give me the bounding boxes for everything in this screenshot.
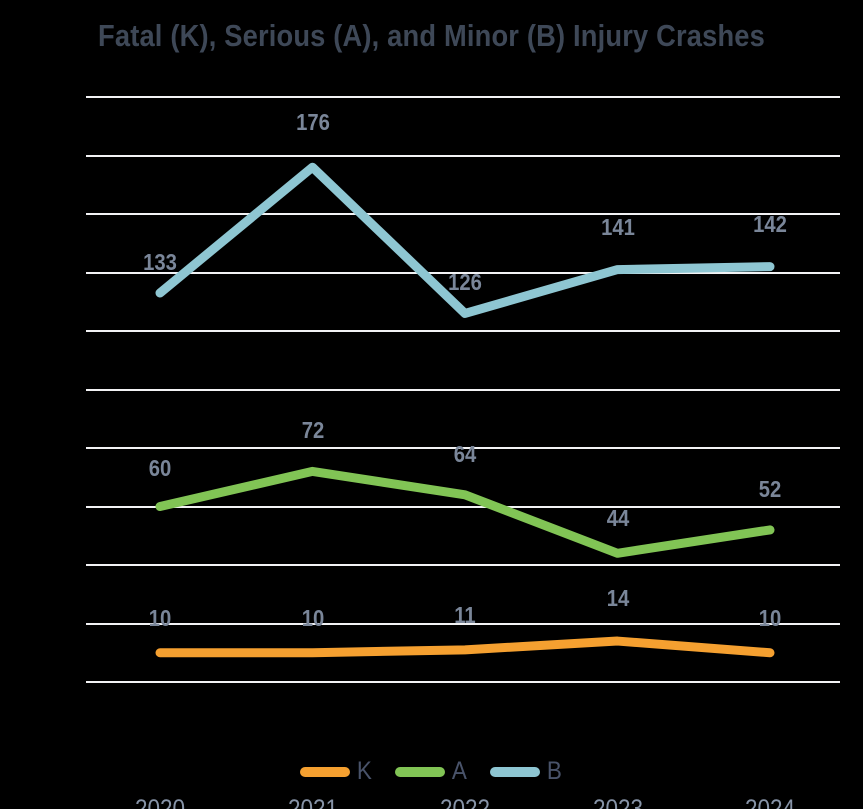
legend-item-b[interactable]: B [489,757,563,786]
legend-item-k[interactable]: K [300,757,373,786]
legend-label: A [451,757,468,785]
x-axis-tick-label: 2020 [134,795,186,809]
gridline [86,96,840,98]
x-axis-tick-label: 2023 [592,795,643,809]
data-label: 14 [606,585,629,612]
series-line-a [155,466,775,558]
data-label: 10 [148,604,172,631]
data-label: 64 [453,440,477,467]
data-label: 141 [600,213,635,240]
legend-label: K [357,757,373,785]
data-label: 44 [606,505,629,532]
gridline [86,622,840,625]
data-label: 10 [758,604,782,631]
gridline [86,447,840,449]
data-label: 176 [295,109,330,136]
legend-label: B [546,757,562,785]
x-axis-tick-label: 2022 [439,795,491,809]
data-label: 126 [448,269,482,296]
data-label: 142 [753,210,787,237]
gridline [86,681,840,683]
data-label: 60 [148,454,172,481]
x-axis-tick-label: 2021 [287,795,338,809]
chart-title: Fatal (K), Serious (A), and Minor (B) In… [98,18,765,53]
gridline [86,271,840,274]
gridline [86,330,840,332]
data-label: 133 [143,248,177,275]
gridline [86,564,840,566]
gridline [86,154,840,157]
plot-area: 200180160140120100806040200 202020212022… [86,96,840,809]
data-label: 11 [454,601,476,628]
legend-item-a[interactable]: A [395,757,468,786]
gridline [86,213,840,215]
series-line-k [155,636,775,658]
data-label: 52 [758,475,782,502]
data-label: 72 [301,417,324,444]
series-lines-group [155,162,775,658]
legend-swatch-icon [489,766,540,777]
legend-swatch-icon [395,766,446,777]
x-axis-tick-label: 2024 [744,795,796,809]
gridline [86,388,840,391]
gridline [86,505,840,508]
legend-swatch-icon [300,766,351,777]
data-label: 10 [301,604,324,631]
series-line-b [155,162,775,318]
